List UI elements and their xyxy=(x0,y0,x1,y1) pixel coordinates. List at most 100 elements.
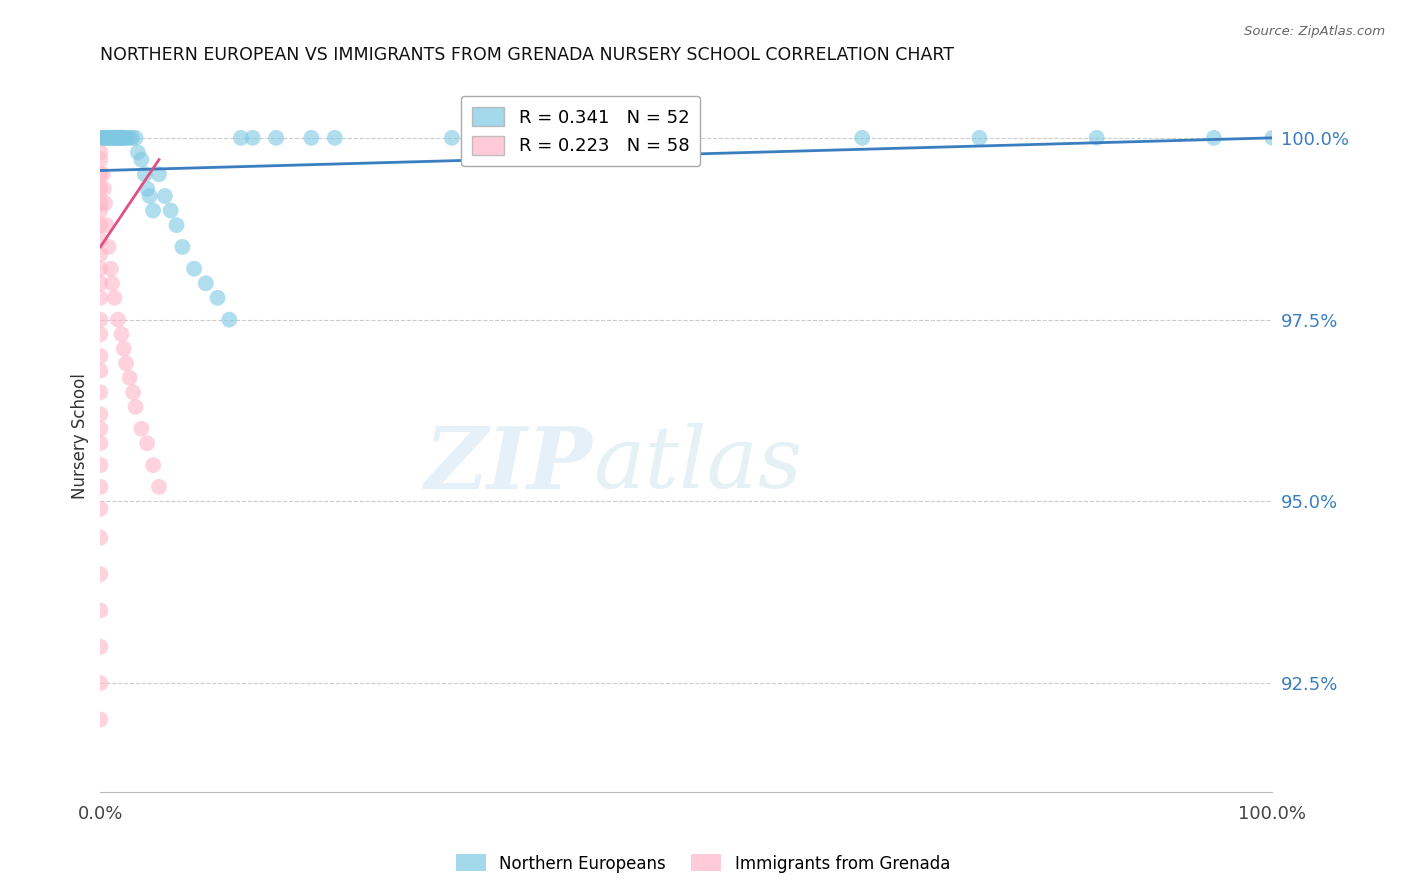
Point xyxy=(103,131,125,145)
Point xyxy=(94,196,117,211)
Point xyxy=(89,501,111,516)
Point xyxy=(101,277,124,291)
Point xyxy=(89,277,111,291)
Text: Source: ZipAtlas.com: Source: ZipAtlas.com xyxy=(1244,25,1385,38)
Point xyxy=(89,218,111,232)
Point xyxy=(124,400,146,414)
Point xyxy=(89,422,111,436)
Point xyxy=(89,182,111,196)
Point xyxy=(1202,131,1225,145)
Point xyxy=(89,567,111,582)
Text: NORTHERN EUROPEAN VS IMMIGRANTS FROM GRENADA NURSERY SCHOOL CORRELATION CHART: NORTHERN EUROPEAN VS IMMIGRANTS FROM GRE… xyxy=(100,46,955,64)
Point xyxy=(229,131,252,145)
Point xyxy=(94,131,117,145)
Point xyxy=(89,247,111,261)
Point xyxy=(115,356,138,370)
Point xyxy=(242,131,264,145)
Point xyxy=(118,131,141,145)
Point xyxy=(142,203,165,218)
Point xyxy=(89,131,111,145)
Point xyxy=(89,349,111,363)
Y-axis label: Nursery School: Nursery School xyxy=(72,373,89,499)
Point xyxy=(104,131,127,145)
Point xyxy=(121,131,143,145)
Point xyxy=(103,291,125,305)
Point xyxy=(127,145,149,160)
Point xyxy=(159,203,181,218)
Point xyxy=(105,131,128,145)
Point xyxy=(89,153,111,167)
Point xyxy=(153,189,176,203)
Point xyxy=(148,167,170,181)
Point xyxy=(96,131,118,145)
Point xyxy=(89,131,111,145)
Point xyxy=(89,196,111,211)
Point xyxy=(89,131,111,145)
Point xyxy=(89,640,111,654)
Point xyxy=(89,233,111,247)
Point xyxy=(148,480,170,494)
Point xyxy=(89,131,111,145)
Point xyxy=(101,131,124,145)
Point xyxy=(89,291,111,305)
Point xyxy=(96,218,118,232)
Point xyxy=(110,131,132,145)
Point xyxy=(114,131,136,145)
Point xyxy=(134,167,156,181)
Point xyxy=(89,312,111,326)
Point xyxy=(100,261,122,276)
Point xyxy=(89,131,111,145)
Point xyxy=(131,153,153,167)
Legend: R = 0.341   N = 52, R = 0.223   N = 58: R = 0.341 N = 52, R = 0.223 N = 58 xyxy=(461,95,700,166)
Point xyxy=(89,676,111,690)
Point xyxy=(136,436,159,450)
Point xyxy=(97,131,120,145)
Point xyxy=(103,131,125,145)
Point xyxy=(264,131,287,145)
Point xyxy=(138,189,160,203)
Point xyxy=(96,131,118,145)
Point xyxy=(851,131,873,145)
Legend: Northern Europeans, Immigrants from Grenada: Northern Europeans, Immigrants from Gren… xyxy=(450,847,956,880)
Point xyxy=(89,713,111,727)
Point xyxy=(1085,131,1108,145)
Point xyxy=(299,131,322,145)
Point xyxy=(89,436,111,450)
Point xyxy=(107,131,129,145)
Point xyxy=(91,167,114,181)
Point xyxy=(131,422,153,436)
Point xyxy=(89,131,111,145)
Point xyxy=(142,458,165,472)
Text: atlas: atlas xyxy=(593,423,801,506)
Point xyxy=(89,531,111,545)
Point xyxy=(97,240,120,254)
Point xyxy=(89,131,111,145)
Point xyxy=(93,182,115,196)
Point xyxy=(118,371,141,385)
Point xyxy=(89,603,111,617)
Point xyxy=(1261,131,1284,145)
Point xyxy=(183,261,205,276)
Point xyxy=(323,131,346,145)
Point xyxy=(166,218,188,232)
Point xyxy=(218,312,240,326)
Point xyxy=(89,385,111,400)
Point xyxy=(122,385,145,400)
Point xyxy=(89,363,111,377)
Point xyxy=(112,131,135,145)
Point xyxy=(89,131,111,145)
Point xyxy=(89,131,111,145)
Point xyxy=(89,407,111,421)
Point xyxy=(110,131,132,145)
Point xyxy=(207,291,229,305)
Point xyxy=(89,131,111,145)
Point xyxy=(98,131,121,145)
Point xyxy=(89,480,111,494)
Point xyxy=(89,458,111,472)
Point xyxy=(89,261,111,276)
Point xyxy=(194,277,217,291)
Text: ZIP: ZIP xyxy=(425,423,593,507)
Point xyxy=(115,131,138,145)
Point xyxy=(124,131,146,145)
Point xyxy=(108,131,131,145)
